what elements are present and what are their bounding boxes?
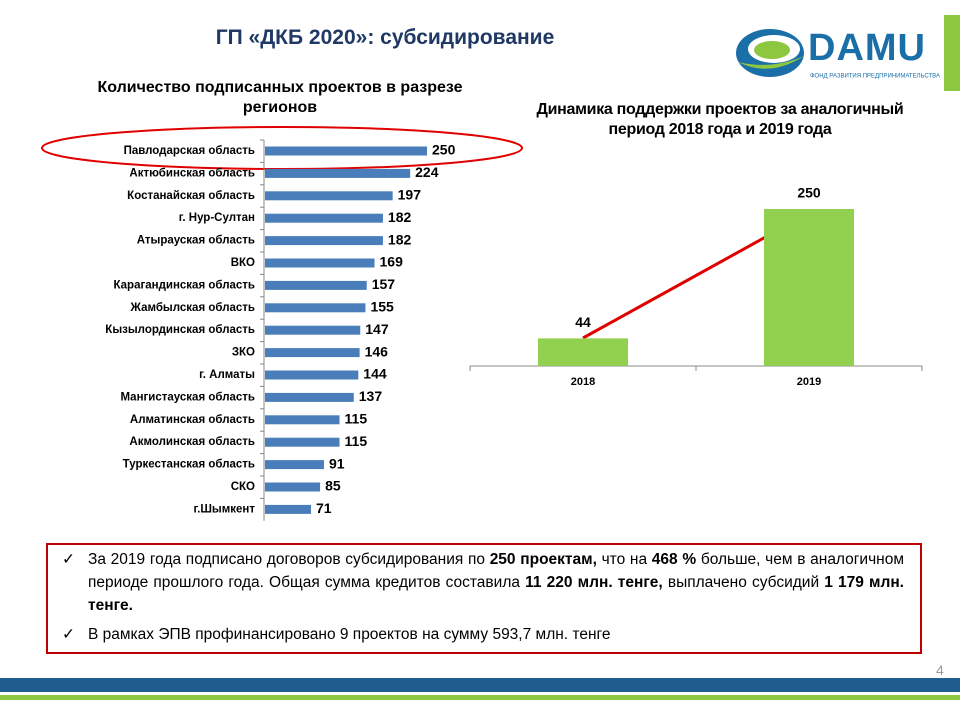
bar bbox=[265, 303, 366, 313]
bar bbox=[265, 415, 340, 425]
note-text: 250 проектам, bbox=[489, 551, 597, 568]
logo-tagline: ФОНД РАЗВИТИЯ ПРЕДПРИНИМАТЕЛЬСТВА bbox=[810, 74, 940, 80]
value-label: 250 bbox=[797, 185, 821, 201]
category-label: г. Алматы bbox=[199, 369, 255, 381]
bar bbox=[265, 325, 361, 335]
category-label: Жамбылская область bbox=[130, 302, 255, 314]
bar bbox=[265, 460, 324, 470]
value-label: 224 bbox=[415, 164, 439, 180]
bar bbox=[265, 191, 393, 201]
category-label: Карагандинская область bbox=[113, 279, 255, 291]
note: ✓ За 2019 года подписано договоров субсид… bbox=[62, 548, 904, 617]
chart-title: Динамика поддержки проектов за аналогичн… bbox=[536, 101, 904, 138]
category-label: Атырауская область bbox=[137, 235, 255, 247]
logo-name: DAMU bbox=[808, 27, 926, 69]
value-label: 182 bbox=[388, 231, 412, 247]
value-label: 182 bbox=[388, 209, 412, 225]
value-label: 146 bbox=[365, 343, 389, 359]
value-label: 85 bbox=[325, 478, 341, 494]
bar bbox=[265, 236, 383, 246]
notes-box: ✓ За 2019 года подписано договоров субсид… bbox=[46, 543, 922, 654]
value-label: 144 bbox=[363, 366, 387, 382]
bar bbox=[265, 348, 360, 358]
bullet-marker: ✓ bbox=[62, 551, 75, 568]
category-label: 2019 bbox=[797, 376, 821, 388]
note-text: В рамках ЭПВ профинансировано 9 проектов… bbox=[88, 626, 611, 643]
value-label: 115 bbox=[345, 433, 368, 449]
value-label: 44 bbox=[575, 314, 591, 330]
footer-band bbox=[0, 678, 960, 692]
bar bbox=[265, 392, 354, 402]
value-label: 197 bbox=[398, 187, 422, 203]
footer-stripe bbox=[0, 695, 960, 700]
note-text: что на bbox=[596, 551, 652, 568]
note-text: больше, чем в аналогичном периоде прошло… bbox=[88, 551, 904, 591]
value-label: 147 bbox=[365, 321, 389, 337]
value-label: 250 bbox=[432, 142, 456, 158]
corner-accent bbox=[944, 15, 960, 91]
growth-arrow bbox=[582, 216, 801, 340]
category-label: 2018 bbox=[571, 376, 595, 388]
bar bbox=[265, 437, 340, 447]
bar bbox=[538, 338, 628, 366]
bar bbox=[265, 370, 359, 380]
category-label: г. Нур-Султан bbox=[179, 212, 255, 224]
note-text: 1 179 млн. тенге. bbox=[88, 574, 904, 614]
value-label: 155 bbox=[370, 299, 394, 315]
value-label: 71 bbox=[316, 500, 332, 516]
bar bbox=[265, 146, 427, 156]
category-label: Костанайская область bbox=[127, 190, 255, 202]
page-number: 4 bbox=[936, 662, 944, 678]
category-label: Туркестанская область bbox=[123, 459, 255, 471]
note: ✓ В рамках ЭПВ профинансировано 9 проекто… bbox=[62, 623, 904, 646]
chart-title: Количество подписанных проектов в разрез… bbox=[97, 79, 463, 116]
category-label: ВКО bbox=[231, 257, 255, 269]
category-label: Кызылординская область bbox=[105, 324, 255, 336]
note-text: За 2019 года подписано договоров субсиди… bbox=[88, 551, 490, 568]
bar bbox=[265, 213, 383, 223]
note-text: выплачено субсидий bbox=[662, 574, 825, 591]
value-label: 169 bbox=[380, 254, 404, 270]
value-label: 157 bbox=[372, 276, 396, 292]
category-label: Актюбинская область bbox=[129, 167, 255, 179]
category-label: ЗКО bbox=[232, 347, 255, 359]
category-label: Мангистауская область bbox=[120, 391, 255, 403]
note-text: 468 % bbox=[651, 551, 697, 568]
bar bbox=[265, 258, 375, 268]
value-label: 137 bbox=[359, 388, 383, 404]
bar bbox=[764, 209, 854, 366]
bar bbox=[265, 504, 312, 514]
value-label: 115 bbox=[345, 411, 368, 427]
bullet-marker: ✓ bbox=[62, 626, 75, 643]
category-label: Акмолинская область bbox=[129, 436, 255, 448]
category-label: Павлодарская область bbox=[124, 145, 255, 157]
category-label: СКО bbox=[231, 481, 255, 493]
bar bbox=[265, 280, 367, 290]
note-text: 11 220 млн. тенге, bbox=[525, 574, 663, 591]
category-label: Алматинская область bbox=[130, 414, 255, 426]
bar bbox=[265, 168, 411, 178]
logo-mark bbox=[736, 29, 804, 77]
slide-title: ГП «ДКБ 2020»: субсидирование bbox=[215, 26, 555, 49]
category-label: г.Шымкент bbox=[194, 503, 256, 515]
value-label: 91 bbox=[329, 455, 345, 471]
bar bbox=[265, 482, 321, 492]
